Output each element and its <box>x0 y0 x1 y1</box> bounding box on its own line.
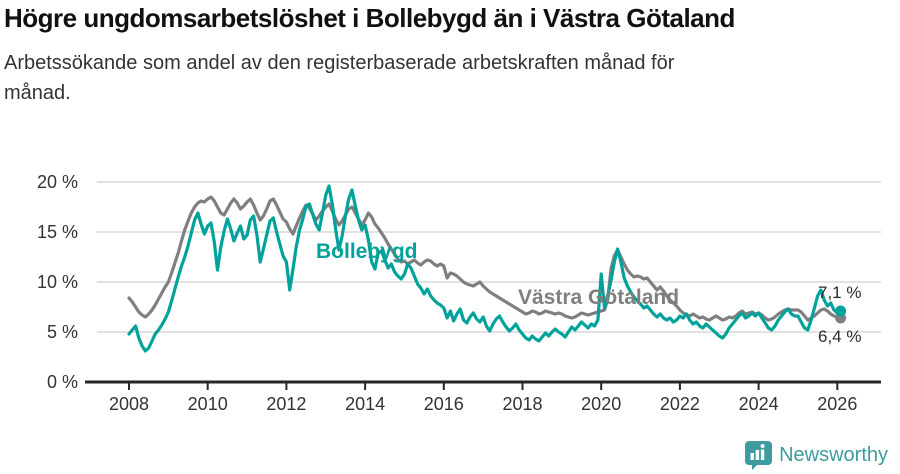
bar-chart-pin-icon <box>745 441 773 470</box>
newsworthy-logo-text: Newsworthy <box>779 444 888 466</box>
x-tick-label: 2016 <box>424 394 464 414</box>
page-title: Högre ungdomsarbetslöshet i Bollebygd än… <box>4 3 735 33</box>
series-end-value-v-stra-g-taland: 6,4 % <box>818 327 861 346</box>
x-tick-label: 2020 <box>581 394 621 414</box>
series-end-value-bollebygd: 7,1 % <box>818 283 861 302</box>
series-label-bollebygd: Bollebygd <box>316 240 418 263</box>
chart-header: Högre ungdomsarbetslöshet i Bollebygd än… <box>4 3 896 108</box>
x-tick-label: 2014 <box>345 394 385 414</box>
x-tick-label: 2026 <box>817 394 857 414</box>
y-tick-label: 10 % <box>37 272 78 292</box>
y-tick-label: 15 % <box>37 222 78 242</box>
x-tick-label: 2018 <box>502 394 542 414</box>
x-tick-label: 2010 <box>188 394 228 414</box>
series-line-v-stra-g-taland <box>127 195 843 322</box>
x-tick-label: 2024 <box>739 394 779 414</box>
x-tick-label: 2008 <box>109 394 149 414</box>
series-line-bollebygd <box>127 184 843 353</box>
y-tick-label: 5 % <box>47 322 78 342</box>
series-label-v-stra-g-taland: Västra Götaland <box>518 286 679 309</box>
y-tick-label: 0 % <box>47 372 78 392</box>
x-tick-label: 2012 <box>266 394 306 414</box>
page-subtitle: Arbetssökande som andel av den registerb… <box>4 51 675 104</box>
y-tick-label: 20 % <box>37 172 78 192</box>
x-tick-label: 2022 <box>660 394 700 414</box>
newsworthy-logo[interactable]: Newsworthy <box>745 441 888 470</box>
series-end-dot-bollebygd <box>835 305 847 317</box>
